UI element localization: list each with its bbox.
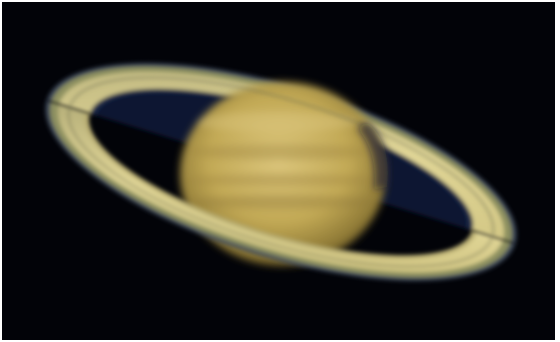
saturn-photo <box>2 2 555 340</box>
saturn-planet-icon <box>45 62 517 282</box>
